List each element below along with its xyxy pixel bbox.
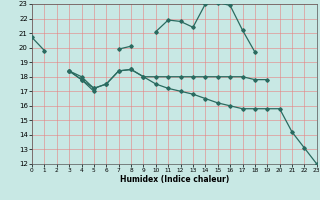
X-axis label: Humidex (Indice chaleur): Humidex (Indice chaleur) bbox=[120, 175, 229, 184]
